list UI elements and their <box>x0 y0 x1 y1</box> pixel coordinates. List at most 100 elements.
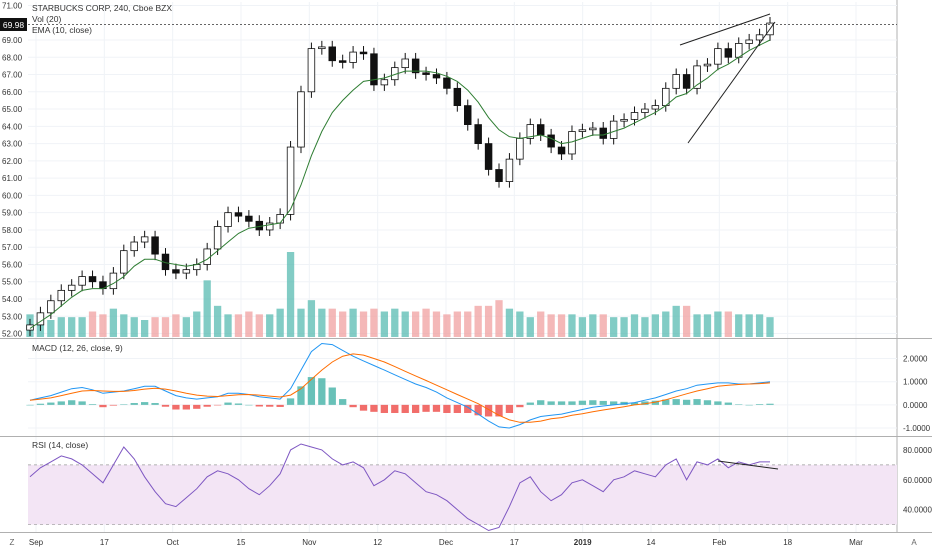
volume-bar <box>589 314 597 337</box>
candle-body <box>182 269 191 274</box>
candle <box>589 122 597 136</box>
candle <box>599 122 607 145</box>
corner-label-right[interactable]: A <box>911 538 917 547</box>
volume-bar <box>714 311 722 337</box>
macd-histogram-bar <box>401 404 409 413</box>
macd-histogram-bar <box>328 387 336 405</box>
candle-body <box>589 127 597 131</box>
ema-line <box>29 39 771 329</box>
rsi-tick-label: 80.0000 <box>903 446 932 455</box>
candle-body <box>130 241 138 252</box>
rsi-tick-label: 60.0000 <box>903 476 932 485</box>
candle <box>349 46 357 69</box>
candle-body <box>172 269 180 274</box>
candle-body <box>609 120 618 139</box>
price-tick-label: 71.00 <box>2 1 23 10</box>
candle-body <box>349 51 357 63</box>
macd-histogram-bar <box>245 404 253 406</box>
macd-histogram-bar <box>130 403 138 405</box>
volume-bar <box>724 311 732 337</box>
candle-body <box>453 87 462 107</box>
volume-bar <box>99 314 107 337</box>
candle-body <box>286 146 295 215</box>
candle <box>547 128 555 154</box>
volume-bar <box>682 305 691 337</box>
candle <box>151 230 159 261</box>
candle-body <box>557 146 566 155</box>
candle <box>495 163 503 188</box>
candle-body <box>620 119 628 122</box>
candle <box>557 141 566 161</box>
candle-body <box>57 289 66 302</box>
candle-body <box>26 324 34 331</box>
price-tick-label: 52.00 <box>2 330 23 339</box>
macd-histogram-bar <box>630 402 639 405</box>
rsi-label: RSI (14, close) <box>32 440 88 450</box>
macd-label: MACD (12, 26, close, 9) <box>32 343 123 353</box>
macd-tick-label: 1.0000 <box>903 378 928 387</box>
trendline-lower <box>687 21 776 144</box>
macd-histogram-bar <box>568 401 576 405</box>
volume-bar <box>182 317 190 337</box>
grid <box>0 0 932 533</box>
candle-body <box>120 250 128 274</box>
volume-bar <box>474 305 482 337</box>
candle-body <box>484 143 493 170</box>
candle <box>641 103 649 119</box>
macd-histogram-bar <box>703 400 712 405</box>
volume-bar <box>297 308 305 337</box>
volume-bar <box>141 320 149 337</box>
macd-histogram-bar <box>120 404 128 405</box>
macd-histogram-bar <box>370 404 378 412</box>
macd-histogram-bar <box>516 404 524 408</box>
volume-bar <box>693 314 701 337</box>
volume-bar <box>568 314 576 337</box>
candle-body <box>318 46 326 50</box>
price-tick-label: 68.00 <box>2 53 23 62</box>
candle-body <box>203 248 211 265</box>
signal-line <box>29 353 771 423</box>
macd-histogram-bar <box>78 401 86 405</box>
volume-bar <box>411 311 420 337</box>
volume-bar <box>307 300 316 337</box>
candle-body <box>578 129 587 132</box>
candle-body <box>276 213 284 224</box>
price-tick-label: 64.00 <box>2 122 23 131</box>
macd-histogram-bar <box>484 404 493 417</box>
macd-histogram-bar <box>714 401 722 405</box>
date-tick-label: 2019 <box>574 538 592 547</box>
corner-label-left[interactable]: Z <box>10 538 15 547</box>
volume-bar <box>630 314 639 337</box>
candle <box>26 318 34 337</box>
macd-histogram <box>26 377 774 417</box>
macd-histogram-bar <box>547 401 555 405</box>
macd-histogram-bar <box>203 404 211 407</box>
candle-body <box>693 65 701 89</box>
candle-body <box>516 138 524 160</box>
candle <box>213 220 222 255</box>
candle <box>453 82 462 112</box>
volume-bar <box>662 311 670 337</box>
volume-bar <box>651 314 659 337</box>
price-tick-label: 53.00 <box>2 312 23 321</box>
candle <box>140 230 149 249</box>
volume-bar <box>193 311 201 337</box>
candle <box>380 73 389 91</box>
price-tick-label: 69.00 <box>2 36 23 45</box>
volume-bar <box>537 311 545 337</box>
candle-body <box>724 48 733 58</box>
macd-histogram-bar <box>693 399 701 405</box>
macd-histogram-bar <box>755 404 764 405</box>
volume-bar <box>151 317 159 337</box>
macd-histogram-bar <box>391 404 399 413</box>
candle <box>620 113 628 128</box>
macd-histogram-bar <box>610 401 618 405</box>
macd-histogram-bar <box>276 404 284 407</box>
macd-histogram-bar <box>526 402 534 405</box>
candle-body <box>755 34 764 41</box>
date-tick-label: Mar <box>849 538 863 547</box>
volume-bar <box>547 314 555 337</box>
macd-histogram-bar <box>68 400 76 405</box>
candlesticks <box>26 17 774 337</box>
